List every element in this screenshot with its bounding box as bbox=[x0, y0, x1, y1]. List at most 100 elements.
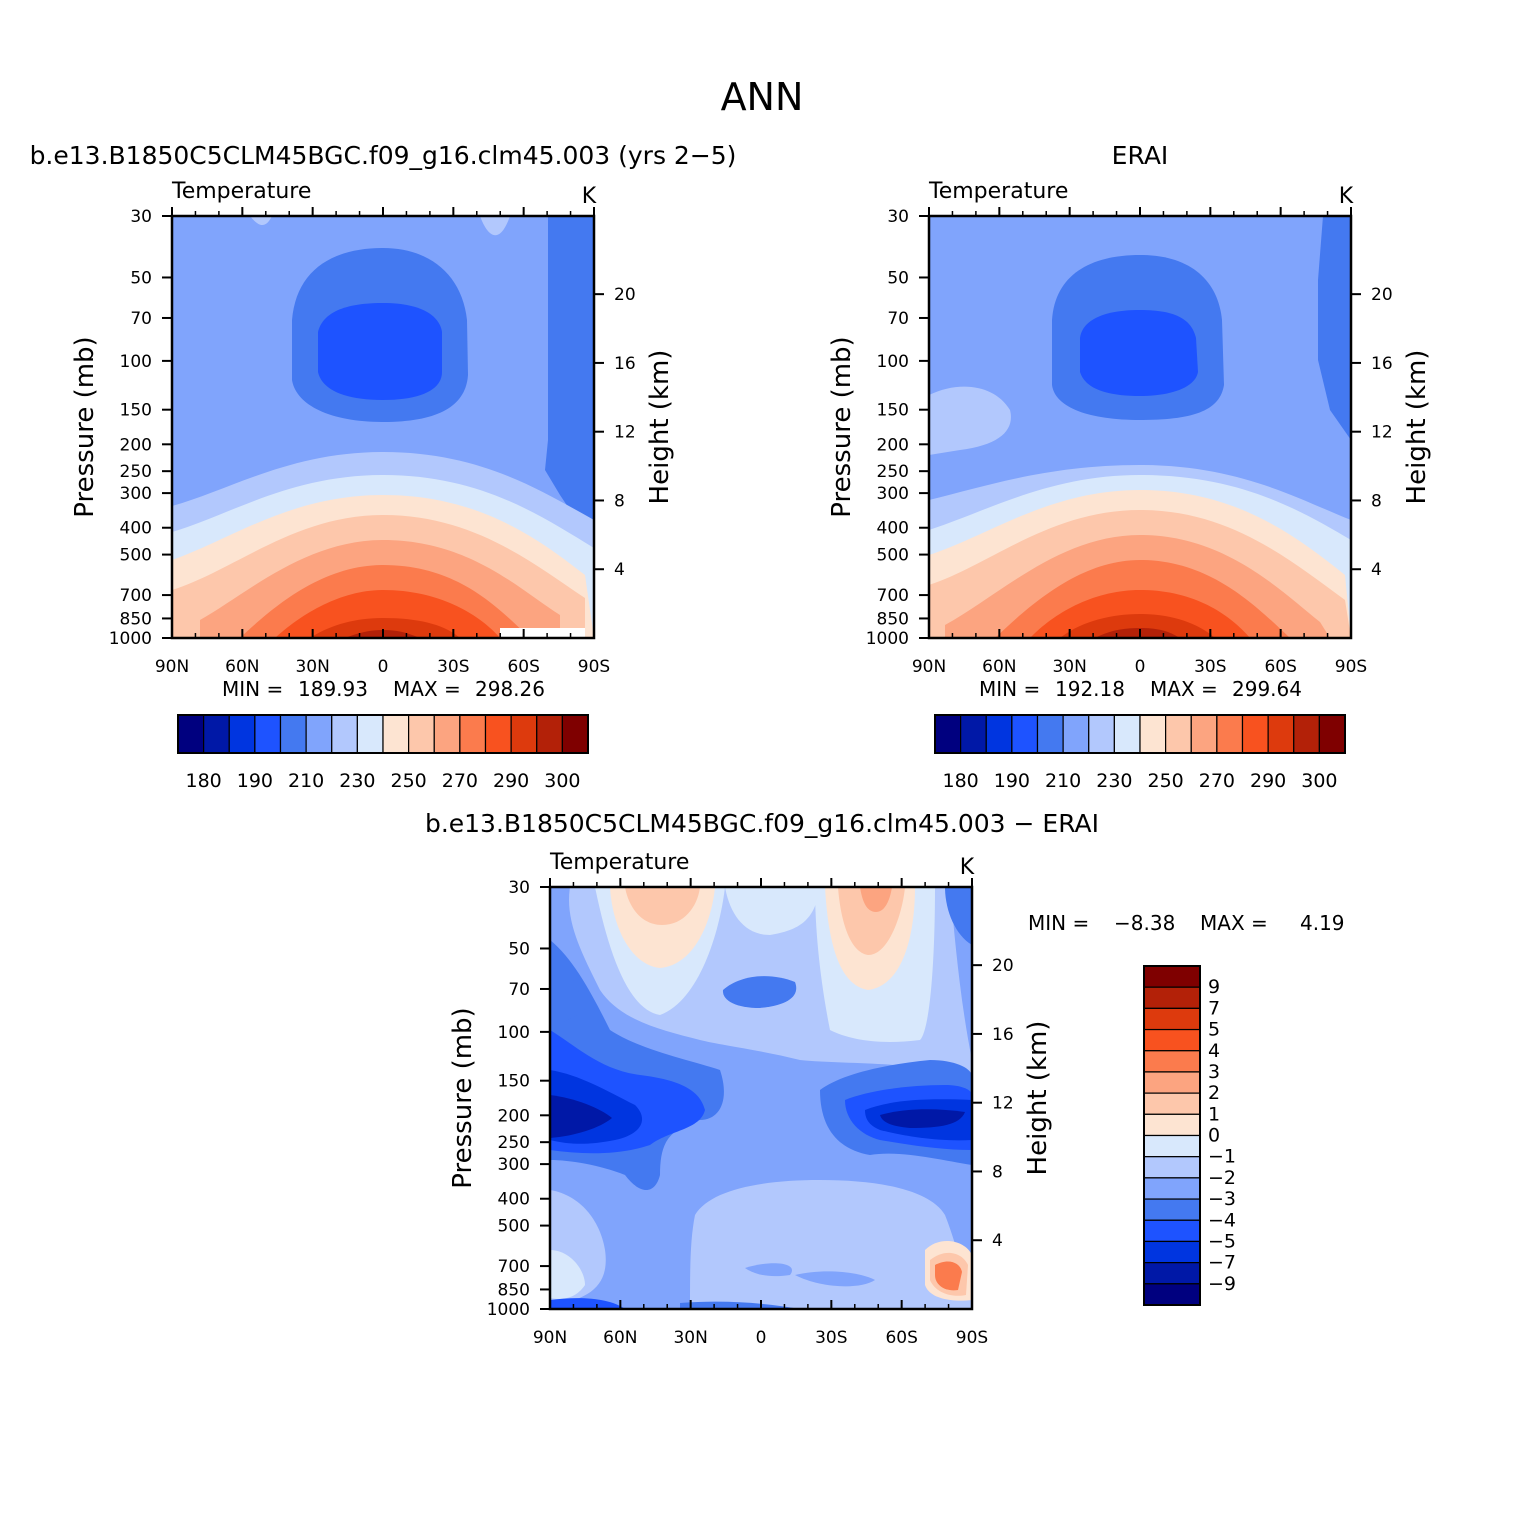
model-colorbar-swatch bbox=[408, 714, 435, 754]
diff-colorbar-label: −7 bbox=[1208, 1252, 1236, 1274]
model-max-label: MAX = bbox=[393, 677, 461, 701]
obs-ytick-label: 200 bbox=[877, 435, 909, 455]
obs-xtick-label: 90S bbox=[1335, 657, 1367, 677]
diff-ytick-right-label: 8 bbox=[992, 1162, 1003, 1182]
obs-ytick-right-label: 12 bbox=[1371, 423, 1393, 443]
model-ytick-label: 200 bbox=[120, 435, 152, 455]
diff-ytick-label: 50 bbox=[508, 939, 530, 959]
obs-units-label: K bbox=[1339, 184, 1354, 209]
diff-axis-layer: 90N 60N 30N 0 30S 60S 90S 30 50 70 100 150 200 250300… bbox=[487, 878, 1014, 1348]
obs-colorbar-swatch bbox=[1011, 714, 1039, 754]
diff-colorbar-swatch bbox=[1143, 965, 1201, 988]
obs-ytick-right-label: 20 bbox=[1371, 285, 1393, 305]
model-contour-band-285 bbox=[275, 590, 500, 638]
model-panel-title: b.e13.B1850C5CLM45BGC.f09_g16.clm45.003 … bbox=[30, 141, 737, 170]
diff-colorbar-swatch bbox=[1143, 1219, 1201, 1243]
diff-colorbar-label: 7 bbox=[1208, 997, 1220, 1019]
diff-colorbar-swatch bbox=[1143, 1134, 1201, 1158]
model-contour-tropo-200 bbox=[318, 303, 442, 400]
model-xtick-label: 30S bbox=[437, 657, 469, 677]
diff-colorbar-swatch bbox=[1143, 1198, 1201, 1221]
diff-temperature-panel: Temperature K bbox=[448, 850, 1345, 1348]
diff-contour-stratosphere-neg bbox=[722, 976, 797, 1008]
obs-axis-layer: 90N 60N 30N 0 30S 60S 90S 30 50 70 100 150 200 250300… bbox=[866, 207, 1393, 677]
diff-colorbar-swatch bbox=[1143, 1007, 1201, 1031]
model-ylabel: Pressure (mb) bbox=[70, 336, 100, 517]
model-colorbar: 180 190 210 230 250 270 290 300 bbox=[177, 714, 589, 792]
diff-colorbar-label: −2 bbox=[1208, 1167, 1236, 1189]
obs-xtick-label: 90N bbox=[912, 657, 946, 677]
diff-panel-title: b.e13.B1850C5CLM45BGC.f09_g16.clm45.003 … bbox=[425, 809, 1099, 838]
model-colorbar-label: 290 bbox=[493, 770, 529, 792]
model-ytick-label: 300 bbox=[120, 484, 152, 504]
diff-contour-left-neg-7 bbox=[550, 1095, 612, 1138]
diff-units-label: K bbox=[960, 855, 975, 880]
model-contour-island-2 bbox=[480, 216, 510, 236]
model-colorbar-swatch bbox=[382, 714, 410, 754]
model-colorbar-label: 300 bbox=[544, 770, 580, 792]
model-ytick-label: 100 bbox=[120, 352, 152, 372]
model-ytick-label: 50 bbox=[130, 268, 152, 288]
model-colorbar-swatch bbox=[254, 714, 282, 754]
model-min-label: MIN = bbox=[222, 677, 283, 701]
obs-ylabel: Pressure (mb) bbox=[827, 336, 857, 517]
model-colorbar-swatch bbox=[356, 714, 384, 754]
model-ytick-right-label: 16 bbox=[614, 354, 636, 374]
diff-ytick-label: 1000 bbox=[487, 1300, 530, 1320]
obs-ytick-label: 1000 bbox=[866, 629, 909, 649]
diff-colorbar-label: −9 bbox=[1208, 1273, 1236, 1295]
diff-contour-field bbox=[550, 887, 972, 1309]
model-variable-label: Temperature bbox=[171, 179, 311, 204]
diff-colorbar-swatch bbox=[1143, 1050, 1201, 1073]
diff-min-value: −8.38 bbox=[1114, 911, 1175, 935]
model-colorbar-swatch bbox=[484, 714, 512, 754]
obs-colorbar-swatch bbox=[1113, 714, 1141, 754]
diff-colorbar-label: 2 bbox=[1208, 1082, 1220, 1104]
obs-colorbar-swatch bbox=[960, 714, 987, 754]
diff-colorbar-label: −4 bbox=[1208, 1209, 1236, 1231]
obs-ytick-label: 30 bbox=[887, 207, 909, 227]
model-xtick-label: 60N bbox=[225, 657, 259, 677]
diff-colorbar-swatch bbox=[1143, 1177, 1201, 1200]
diff-contour-mid-low-neg bbox=[745, 1263, 792, 1277]
obs-contour-island-nh bbox=[929, 386, 1011, 455]
obs-ytick-label: 150 bbox=[877, 401, 909, 421]
model-xtick-label: 0 bbox=[378, 657, 389, 677]
model-colorbar-swatch bbox=[279, 714, 307, 754]
diff-ylabel-right: Height (km) bbox=[1023, 1021, 1053, 1176]
diff-ytick-label: 100 bbox=[498, 1023, 530, 1043]
diff-max-label: MAX = bbox=[1200, 911, 1268, 935]
model-contour-field bbox=[172, 216, 594, 638]
diff-colorbar-swatch bbox=[1143, 1240, 1201, 1264]
diff-contour-lower-light bbox=[690, 1180, 972, 1309]
obs-colorbar-swatch bbox=[1293, 714, 1320, 754]
diff-colorbar-swatch bbox=[1143, 1156, 1201, 1179]
model-contour-island-1 bbox=[250, 216, 272, 226]
obs-colorbar-swatch bbox=[1241, 714, 1269, 754]
model-axis-layer: 90N 60N 30N 0 30S 60S 90S 30 50 70 100 150 200 250300… bbox=[109, 207, 636, 677]
model-ytick-label: 30 bbox=[130, 207, 152, 227]
obs-colorbar-swatch bbox=[985, 714, 1013, 754]
obs-colorbar-swatch bbox=[1088, 714, 1115, 754]
model-xtick-label: 90S bbox=[578, 657, 610, 677]
diff-ytick-label: 150 bbox=[498, 1072, 530, 1092]
model-colorbar-label: 210 bbox=[288, 770, 324, 792]
diff-colorbar-label: 5 bbox=[1208, 1019, 1220, 1041]
diff-colorbar-label: 9 bbox=[1208, 976, 1220, 998]
diff-contour-mid-low-neg-2 bbox=[795, 1271, 875, 1287]
diff-xtick-label: 90S bbox=[956, 1328, 988, 1348]
model-colorbar-swatch bbox=[510, 714, 538, 754]
model-colorbar-swatch bbox=[331, 714, 358, 754]
obs-colorbar-label: 210 bbox=[1045, 770, 1081, 792]
obs-ytick-label: 850 bbox=[877, 609, 909, 629]
obs-colorbar-label: 190 bbox=[994, 770, 1030, 792]
model-colorbar-swatch bbox=[433, 714, 461, 754]
diff-colorbar-swatch bbox=[1143, 1262, 1201, 1285]
model-ytick-right-label: 8 bbox=[614, 491, 625, 511]
obs-colorbar-label: 270 bbox=[1199, 770, 1235, 792]
obs-max-value: 299.64 bbox=[1232, 677, 1302, 701]
diff-colorbar-label: 3 bbox=[1208, 1061, 1220, 1083]
diff-colorbar-swatch bbox=[1143, 986, 1201, 1009]
